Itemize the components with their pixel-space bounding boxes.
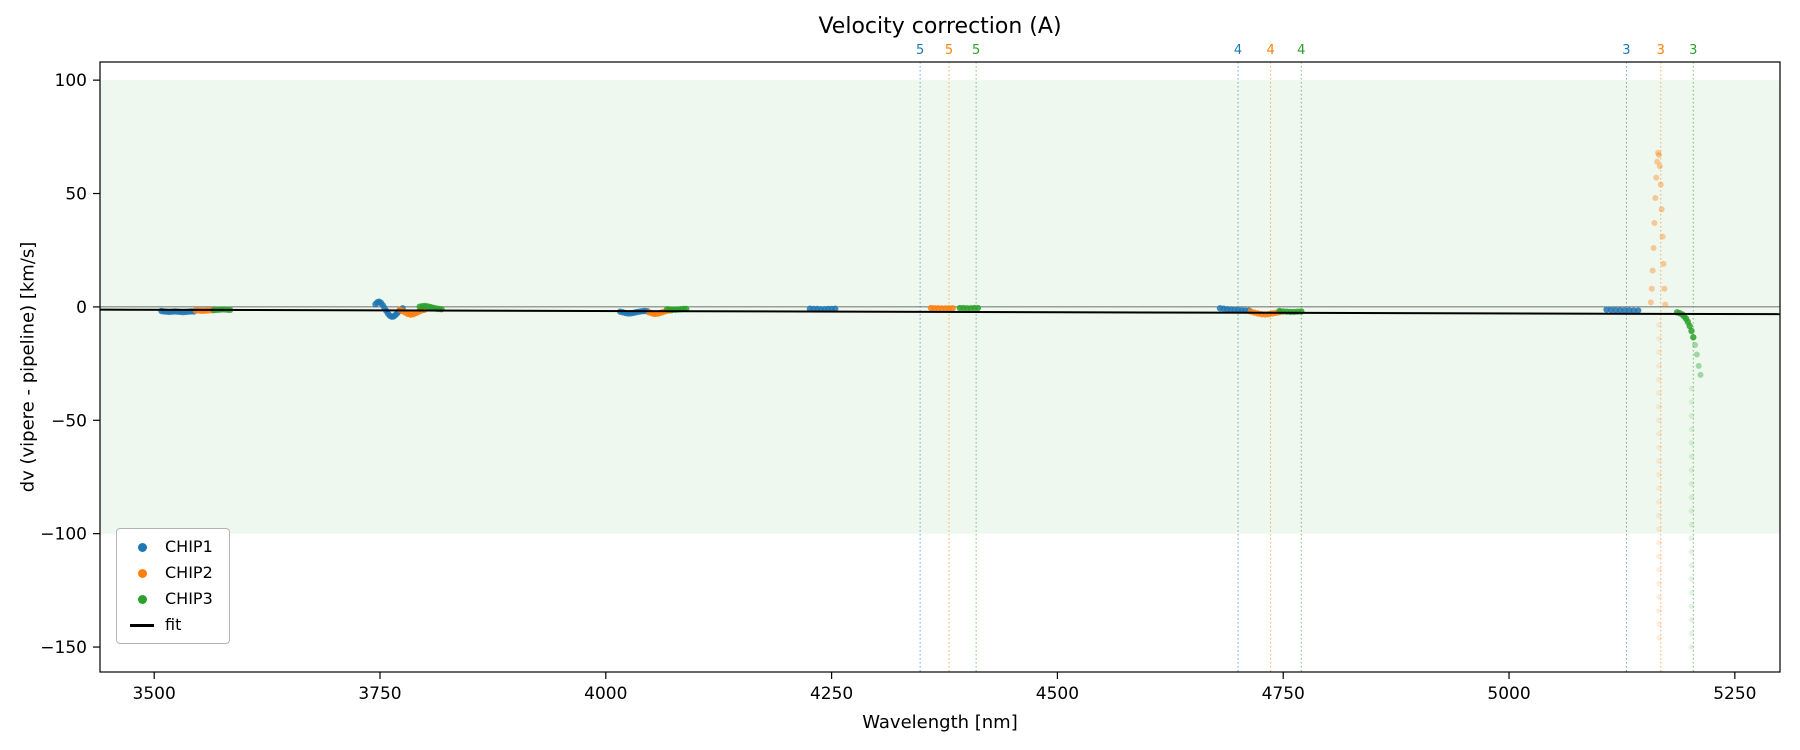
x-tick-label: 3500	[133, 684, 176, 704]
x-axis-label: Wavelength [nm]	[862, 712, 1018, 733]
y-tick-label: 0	[76, 298, 87, 318]
legend-item-CHIP2: CHIP2	[129, 565, 213, 581]
legend-label: CHIP1	[165, 537, 213, 556]
legend-line-marker	[129, 623, 155, 627]
vline-label: 5	[972, 43, 980, 58]
x-axis-ticks: 3500 3750 4000 4250 4500 4750 5000 5250	[133, 672, 1756, 704]
x-tick-label: 4250	[810, 684, 853, 704]
x-tick-label: 4000	[584, 684, 627, 704]
y-tick-label: −100	[40, 525, 87, 545]
chart-title: Velocity correction (A)	[818, 14, 1062, 39]
y-tick-label: 50	[65, 185, 87, 205]
vline-label: 4	[1266, 43, 1274, 58]
legend: CHIP1 CHIP2 CHIP3 fit	[116, 528, 230, 644]
legend-label: CHIP2	[165, 563, 213, 582]
x-tick-label: 4500	[1036, 684, 1079, 704]
legend-item-CHIP3: CHIP3	[129, 591, 213, 607]
spectral-line-markers: 5 5 5 4 4 4 3 3 3	[916, 43, 1697, 672]
y-axis-ticks: −150 −100 −50 0 50 100	[40, 71, 100, 658]
legend-item-fit: fit	[129, 617, 213, 633]
legend-item-CHIP1: CHIP1	[129, 539, 213, 555]
plot-frame	[99, 61, 1781, 673]
vline-label: 4	[1234, 43, 1242, 58]
legend-label: fit	[165, 615, 182, 634]
x-tick-label: 3750	[358, 684, 401, 704]
vline-label: 5	[945, 43, 953, 58]
y-axis-label: dv (vipere - pipeline) [km/s]	[17, 241, 39, 493]
x-tick-label: 5250	[1713, 684, 1756, 704]
y-tick-label: −150	[40, 638, 87, 658]
y-tick-label: 100	[55, 71, 87, 91]
legend-dot-marker	[129, 542, 155, 552]
y-tick-label: −50	[51, 411, 87, 431]
vline-label: 3	[1657, 43, 1665, 58]
vline-label: 3	[1622, 43, 1630, 58]
vline-label: 3	[1689, 43, 1697, 58]
x-tick-label: 4750	[1262, 684, 1305, 704]
vline-label: 4	[1297, 43, 1305, 58]
legend-dot-marker	[129, 594, 155, 604]
vline-label: 5	[916, 43, 924, 58]
legend-label: CHIP3	[165, 589, 213, 608]
legend-dot-marker	[129, 568, 155, 578]
x-tick-label: 5000	[1487, 684, 1530, 704]
fit-line	[99, 308, 1781, 316]
